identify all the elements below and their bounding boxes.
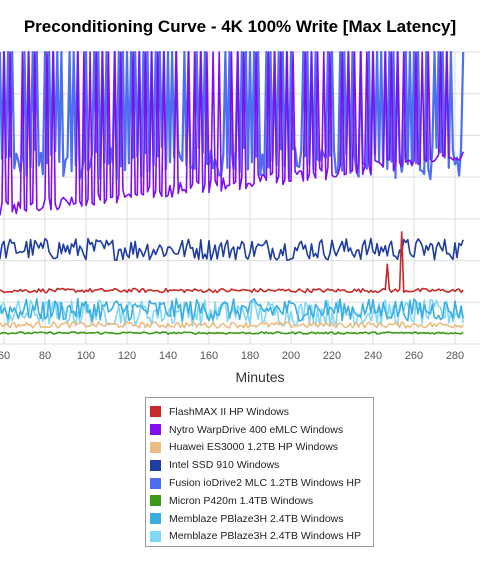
legend-item: Micron P420m 1.4TB Windows (150, 492, 373, 510)
legend-swatch (150, 495, 161, 507)
legend: FlashMAX II HP Windows Nytro WarpDrive 40… (145, 397, 374, 547)
legend-swatch (150, 441, 161, 453)
legend-label: Memblaze PBlaze3H 2.4TB Windows HP (169, 530, 361, 543)
x-tick-label: 200 (282, 350, 300, 362)
legend-item: Memblaze PBlaze3H 2.4TB Windows HP (150, 528, 373, 546)
legend-swatch (150, 459, 161, 471)
x-tick-label: 100 (77, 350, 95, 362)
legend-swatch (150, 424, 161, 436)
x-tick-label: 60 (0, 350, 10, 362)
legend-item: Nytro WarpDrive 400 eMLC Windows (150, 421, 373, 439)
legend-item: Fusion ioDrive2 MLC 1.2TB Windows HP (150, 474, 373, 492)
legend-label: FlashMAX II HP Windows (169, 405, 290, 418)
chart-title: Preconditioning Curve - 4K 100% Write [M… (23, 17, 457, 36)
legend-item: Memblaze PBlaze3H 2.4TB Windows (150, 510, 373, 528)
series-line-6 (0, 297, 464, 322)
legend-swatch (150, 513, 161, 525)
legend-label: Huawei ES3000 1.2TB HP Windows (169, 441, 339, 454)
x-tick-labels: 60 80 100 120 140 160 180 200 220 240 260 280 (0, 350, 464, 362)
x-tick-label: 120 (118, 350, 136, 362)
legend-item: Intel SSD 910 Windows (150, 456, 373, 474)
legend-label: Memblaze PBlaze3H 2.4TB Windows (169, 512, 344, 525)
x-tick-label: 140 (159, 350, 177, 362)
x-tick-label: 260 (405, 350, 423, 362)
x-tick-label: 240 (364, 350, 382, 362)
legend-item: FlashMAX II HP Windows (150, 403, 373, 421)
series-line-1 (0, 51, 464, 216)
series-line-0 (0, 231, 464, 294)
x-tick-label: 80 (39, 350, 51, 362)
series-line-2 (0, 321, 464, 329)
series-line-5 (0, 331, 464, 335)
legend-label: Fusion ioDrive2 MLC 1.2TB Windows HP (169, 477, 361, 490)
legend-label: Nytro WarpDrive 400 eMLC Windows (169, 423, 344, 436)
x-tick-label: 220 (323, 350, 341, 362)
legend-label: Intel SSD 910 Windows (169, 459, 280, 472)
x-tick-label: 280 (446, 350, 464, 362)
legend-swatch (150, 530, 161, 542)
legend-swatch (150, 477, 161, 489)
series-line-3 (0, 237, 464, 262)
x-tick-label: 180 (241, 350, 259, 362)
legend-label: Micron P420m 1.4TB Windows (169, 494, 314, 507)
legend-item: Huawei ES3000 1.2TB HP Windows (150, 439, 373, 457)
legend-swatch (150, 406, 161, 418)
x-axis-title: Minutes (235, 369, 285, 385)
x-tick-label: 160 (200, 350, 218, 362)
series-lines (0, 50, 465, 335)
